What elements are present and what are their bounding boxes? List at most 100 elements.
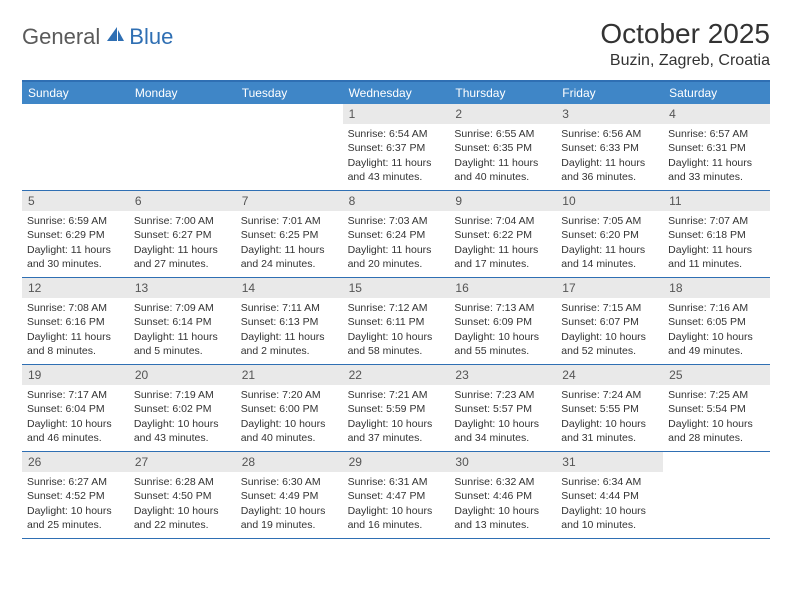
sunset-line: Sunset: 6:22 PM — [454, 228, 551, 242]
daylight-line: Daylight: 11 hours and 24 minutes. — [241, 243, 338, 271]
sunset-line: Sunset: 6:07 PM — [561, 315, 658, 329]
daylight-line: Daylight: 10 hours and 28 minutes. — [668, 417, 765, 445]
day-cell: 15Sunrise: 7:12 AMSunset: 6:11 PMDayligh… — [343, 278, 450, 364]
day-cell: 27Sunrise: 6:28 AMSunset: 4:50 PMDayligh… — [129, 452, 236, 538]
sunrise-line: Sunrise: 7:20 AM — [241, 388, 338, 402]
daylight-line: Daylight: 10 hours and 16 minutes. — [348, 504, 445, 532]
day-of-week-header: Monday — [129, 82, 236, 104]
day-cell — [663, 452, 770, 538]
day-of-week-header: Tuesday — [236, 82, 343, 104]
week-row: 19Sunrise: 7:17 AMSunset: 6:04 PMDayligh… — [22, 365, 770, 452]
day-number: 13 — [129, 278, 236, 298]
day-body: Sunrise: 7:00 AMSunset: 6:27 PMDaylight:… — [129, 213, 236, 275]
sunset-line: Sunset: 6:16 PM — [27, 315, 124, 329]
day-number: 9 — [449, 191, 556, 211]
day-number: 10 — [556, 191, 663, 211]
day-body: Sunrise: 6:56 AMSunset: 6:33 PMDaylight:… — [556, 126, 663, 188]
daylight-line: Daylight: 10 hours and 25 minutes. — [27, 504, 124, 532]
sunrise-line: Sunrise: 7:12 AM — [348, 301, 445, 315]
day-body: Sunrise: 7:17 AMSunset: 6:04 PMDaylight:… — [22, 387, 129, 449]
sunset-line: Sunset: 4:44 PM — [561, 489, 658, 503]
day-cell: 24Sunrise: 7:24 AMSunset: 5:55 PMDayligh… — [556, 365, 663, 451]
day-number-empty — [22, 104, 129, 124]
sunrise-line: Sunrise: 7:21 AM — [348, 388, 445, 402]
week-row: 1Sunrise: 6:54 AMSunset: 6:37 PMDaylight… — [22, 104, 770, 191]
daylight-line: Daylight: 11 hours and 17 minutes. — [454, 243, 551, 271]
day-number: 29 — [343, 452, 450, 472]
day-body: Sunrise: 7:12 AMSunset: 6:11 PMDaylight:… — [343, 300, 450, 362]
daylight-line: Daylight: 10 hours and 55 minutes. — [454, 330, 551, 358]
sunset-line: Sunset: 6:20 PM — [561, 228, 658, 242]
day-body: Sunrise: 7:16 AMSunset: 6:05 PMDaylight:… — [663, 300, 770, 362]
sunrise-line: Sunrise: 6:27 AM — [27, 475, 124, 489]
sunrise-line: Sunrise: 7:05 AM — [561, 214, 658, 228]
daylight-line: Daylight: 11 hours and 20 minutes. — [348, 243, 445, 271]
day-number: 20 — [129, 365, 236, 385]
sunrise-line: Sunrise: 7:00 AM — [134, 214, 231, 228]
day-body: Sunrise: 6:57 AMSunset: 6:31 PMDaylight:… — [663, 126, 770, 188]
daylight-line: Daylight: 10 hours and 46 minutes. — [27, 417, 124, 445]
day-cell: 18Sunrise: 7:16 AMSunset: 6:05 PMDayligh… — [663, 278, 770, 364]
brand-text-general: General — [22, 24, 100, 50]
days-of-week-row: SundayMondayTuesdayWednesdayThursdayFrid… — [22, 82, 770, 104]
day-cell: 26Sunrise: 6:27 AMSunset: 4:52 PMDayligh… — [22, 452, 129, 538]
sunset-line: Sunset: 6:04 PM — [27, 402, 124, 416]
day-body: Sunrise: 7:11 AMSunset: 6:13 PMDaylight:… — [236, 300, 343, 362]
sunrise-line: Sunrise: 7:23 AM — [454, 388, 551, 402]
sunset-line: Sunset: 4:47 PM — [348, 489, 445, 503]
day-number: 31 — [556, 452, 663, 472]
daylight-line: Daylight: 10 hours and 43 minutes. — [134, 417, 231, 445]
daylight-line: Daylight: 10 hours and 37 minutes. — [348, 417, 445, 445]
day-body: Sunrise: 7:19 AMSunset: 6:02 PMDaylight:… — [129, 387, 236, 449]
daylight-line: Daylight: 11 hours and 8 minutes. — [27, 330, 124, 358]
day-body: Sunrise: 6:59 AMSunset: 6:29 PMDaylight:… — [22, 213, 129, 275]
day-cell: 8Sunrise: 7:03 AMSunset: 6:24 PMDaylight… — [343, 191, 450, 277]
title-block: October 2025 Buzin, Zagreb, Croatia — [600, 18, 770, 70]
sunset-line: Sunset: 6:13 PM — [241, 315, 338, 329]
sunrise-line: Sunrise: 6:57 AM — [668, 127, 765, 141]
day-cell: 19Sunrise: 7:17 AMSunset: 6:04 PMDayligh… — [22, 365, 129, 451]
sunrise-line: Sunrise: 6:30 AM — [241, 475, 338, 489]
sunset-line: Sunset: 4:49 PM — [241, 489, 338, 503]
day-of-week-header: Friday — [556, 82, 663, 104]
week-row: 26Sunrise: 6:27 AMSunset: 4:52 PMDayligh… — [22, 452, 770, 539]
day-cell: 5Sunrise: 6:59 AMSunset: 6:29 PMDaylight… — [22, 191, 129, 277]
sunset-line: Sunset: 6:05 PM — [668, 315, 765, 329]
day-body: Sunrise: 7:20 AMSunset: 6:00 PMDaylight:… — [236, 387, 343, 449]
day-number: 23 — [449, 365, 556, 385]
day-cell: 29Sunrise: 6:31 AMSunset: 4:47 PMDayligh… — [343, 452, 450, 538]
day-body: Sunrise: 7:01 AMSunset: 6:25 PMDaylight:… — [236, 213, 343, 275]
brand-sail-icon — [104, 25, 126, 50]
daylight-line: Daylight: 10 hours and 10 minutes. — [561, 504, 658, 532]
day-of-week-header: Thursday — [449, 82, 556, 104]
day-number: 16 — [449, 278, 556, 298]
daylight-line: Daylight: 11 hours and 36 minutes. — [561, 156, 658, 184]
day-body: Sunrise: 7:09 AMSunset: 6:14 PMDaylight:… — [129, 300, 236, 362]
day-cell: 11Sunrise: 7:07 AMSunset: 6:18 PMDayligh… — [663, 191, 770, 277]
day-body: Sunrise: 7:13 AMSunset: 6:09 PMDaylight:… — [449, 300, 556, 362]
day-cell: 28Sunrise: 6:30 AMSunset: 4:49 PMDayligh… — [236, 452, 343, 538]
day-body: Sunrise: 7:03 AMSunset: 6:24 PMDaylight:… — [343, 213, 450, 275]
daylight-line: Daylight: 11 hours and 2 minutes. — [241, 330, 338, 358]
sunrise-line: Sunrise: 6:28 AM — [134, 475, 231, 489]
day-body: Sunrise: 6:54 AMSunset: 6:37 PMDaylight:… — [343, 126, 450, 188]
daylight-line: Daylight: 10 hours and 13 minutes. — [454, 504, 551, 532]
daylight-line: Daylight: 10 hours and 31 minutes. — [561, 417, 658, 445]
daylight-line: Daylight: 10 hours and 19 minutes. — [241, 504, 338, 532]
sunrise-line: Sunrise: 7:24 AM — [561, 388, 658, 402]
day-cell: 9Sunrise: 7:04 AMSunset: 6:22 PMDaylight… — [449, 191, 556, 277]
day-body: Sunrise: 6:28 AMSunset: 4:50 PMDaylight:… — [129, 474, 236, 536]
day-number: 2 — [449, 104, 556, 124]
day-of-week-header: Wednesday — [343, 82, 450, 104]
day-of-week-header: Sunday — [22, 82, 129, 104]
day-body: Sunrise: 6:27 AMSunset: 4:52 PMDaylight:… — [22, 474, 129, 536]
day-cell: 30Sunrise: 6:32 AMSunset: 4:46 PMDayligh… — [449, 452, 556, 538]
day-cell: 14Sunrise: 7:11 AMSunset: 6:13 PMDayligh… — [236, 278, 343, 364]
month-title: October 2025 — [600, 18, 770, 50]
sunrise-line: Sunrise: 7:01 AM — [241, 214, 338, 228]
day-of-week-header: Saturday — [663, 82, 770, 104]
day-cell: 21Sunrise: 7:20 AMSunset: 6:00 PMDayligh… — [236, 365, 343, 451]
day-number: 24 — [556, 365, 663, 385]
day-body: Sunrise: 6:32 AMSunset: 4:46 PMDaylight:… — [449, 474, 556, 536]
sunset-line: Sunset: 6:02 PM — [134, 402, 231, 416]
